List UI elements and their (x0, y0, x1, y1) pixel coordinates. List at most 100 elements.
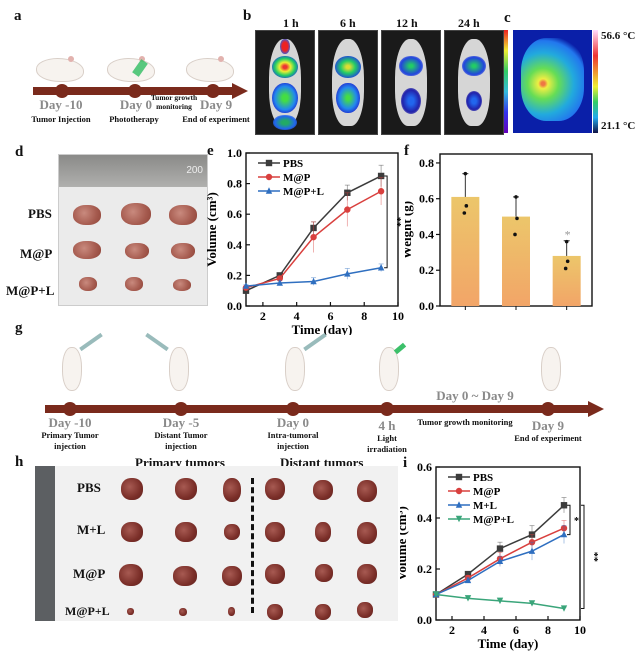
day-label: Day 9 (531, 418, 565, 433)
time-label: 12 h (396, 16, 418, 30)
time-label: 24 h (458, 16, 480, 30)
timeline-dot (174, 402, 188, 416)
data-point (514, 195, 518, 199)
day-label: Day -5 (162, 415, 200, 430)
panel-f-label: f (404, 143, 409, 159)
tumor (121, 478, 143, 500)
y-tick-label: 0.8 (419, 156, 434, 170)
legend-marker (455, 501, 463, 508)
data-point (464, 595, 472, 602)
data-point (242, 282, 250, 289)
group-label: M@P+L (65, 604, 110, 618)
data-point (563, 266, 568, 271)
data-point (377, 188, 385, 195)
legend-label: M+L (473, 500, 497, 512)
y-tick-label: 0.6 (227, 207, 242, 221)
bar (502, 216, 530, 306)
monitoring-label: monitoring (156, 102, 192, 111)
fluorescence-image-1h (255, 30, 315, 135)
fluorescence-colorbar (504, 30, 508, 133)
day-label: Day 9 (200, 97, 233, 112)
day-caption: End of experiment (182, 114, 250, 124)
tumor (357, 522, 377, 544)
x-axis-label: Time (day) (478, 636, 539, 651)
ruler: 200 (59, 155, 207, 187)
data-point (377, 264, 385, 271)
time-label: 1 h (283, 16, 299, 30)
chart-e: 0.0 0.2 0.4 0.6 0.8 1.0 2 4 6 8 10 Time (day) Volume… (205, 146, 404, 335)
y-tick-label: 0.8 (227, 177, 242, 191)
tumor (357, 564, 377, 584)
day-caption: Primary Tumor (41, 430, 99, 440)
x-tick-label: 2 (449, 623, 455, 637)
group-label: M+L (77, 522, 106, 537)
day-caption: Tumor Injection (31, 114, 91, 124)
tumor (119, 564, 143, 586)
significance-label: ** (588, 552, 599, 562)
day-label: Day 0 (276, 415, 310, 430)
legend-label: PBS (473, 472, 493, 484)
fluorescence-image-12h (381, 30, 441, 135)
y-tick-label: 0.0 (417, 613, 432, 627)
y-tick-label: 0.6 (417, 460, 432, 474)
chart-i: 0.0 0.2 0.4 0.6 2 4 6 8 10 Time (day) Volume (cm³)… (400, 460, 599, 651)
temp-min-label: 21.1 °C (601, 120, 636, 132)
tumor (313, 480, 333, 500)
y-tick-label: 0.2 (417, 562, 432, 576)
x-axis-label: Time (day) (292, 322, 353, 335)
fluorescence-image-24h (444, 30, 504, 135)
tumor (175, 478, 197, 500)
significance-bracket (384, 175, 388, 269)
legend-marker (455, 487, 463, 495)
x-tick-label: 10 (392, 309, 404, 323)
data-point (310, 233, 317, 241)
y-tick-label: 0.4 (417, 511, 432, 525)
legend-marker (455, 473, 463, 481)
syringe-icon (145, 332, 169, 352)
chart-f: 0.0 0.2 0.4 0.6 0.8 Weight (g) * (405, 153, 593, 313)
data-point (377, 172, 385, 180)
y-tick-label: 0.2 (227, 268, 242, 282)
legend-label: M@P (283, 172, 311, 184)
data-point (560, 605, 568, 612)
day-caption: irradiation (367, 444, 407, 454)
panel-e-label: e (207, 143, 214, 159)
y-tick-label: 1.0 (227, 146, 242, 160)
tumor (175, 522, 197, 542)
data-point (564, 239, 569, 244)
x-tick-label: 6 (327, 309, 333, 323)
timeline-dot (128, 84, 142, 98)
data-point (496, 557, 504, 565)
panel-d-label: d (15, 144, 24, 160)
day-caption: Phototherapy (109, 114, 159, 124)
mouse-icon (186, 58, 234, 82)
mouse-icon (36, 58, 84, 82)
tumor (171, 243, 195, 259)
data-point (344, 206, 351, 213)
day-caption: Intra-tumoral (267, 430, 319, 440)
y-tick-label: 0.0 (419, 299, 434, 313)
group-label: PBS (28, 206, 52, 221)
timeline-dot (55, 84, 69, 98)
panel-a-label: a (14, 8, 22, 24)
mouse-ear-icon (218, 56, 224, 62)
temp-max-label: 56.6 °C (601, 30, 636, 42)
day-label: Day -10 (48, 415, 92, 430)
tumor (179, 608, 187, 616)
day-label: 4 h (378, 418, 396, 433)
timeline-dot (541, 402, 555, 416)
data-point (432, 591, 440, 598)
group-label: M@P (73, 566, 106, 581)
mouse-icon (107, 58, 155, 82)
tumor (315, 564, 333, 582)
data-point (528, 600, 536, 607)
tumor (121, 522, 143, 542)
panel-i-label: i (403, 455, 408, 471)
tumor (224, 524, 240, 540)
tumor (73, 241, 101, 259)
x-tick-label: 8 (361, 309, 367, 323)
y-axis-label: Volume (cm³) (205, 192, 219, 267)
mouse-icon (169, 347, 189, 391)
panel-c-label: c (504, 10, 511, 26)
plot-frame (435, 466, 581, 621)
